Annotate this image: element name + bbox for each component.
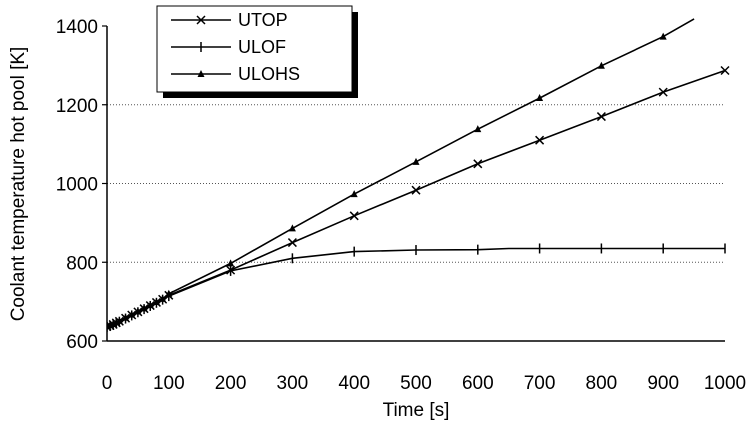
y-tick-labels: 600 800 1000 1200 1400: [56, 17, 98, 353]
data-point: [659, 32, 667, 40]
legend: UTOP ULOF ULOHS: [156, 5, 358, 98]
data-point: [159, 294, 167, 302]
legend-item: ULOHS: [171, 64, 300, 84]
data-point: [288, 224, 296, 232]
data-point: [227, 259, 235, 267]
data-point: [165, 289, 173, 297]
data-point: [473, 159, 483, 169]
data-point: [350, 190, 358, 198]
data-point: [146, 301, 154, 309]
data-point: [720, 65, 730, 76]
data-point: [411, 185, 421, 195]
x-axis-label: Time [s]: [383, 400, 450, 421]
legend-marker: [196, 15, 206, 25]
data-point: [535, 135, 545, 145]
legend-label: ULOF: [238, 37, 286, 57]
data-point: [115, 316, 123, 324]
legend-item: ULOF: [171, 37, 286, 57]
y-axis-label: Coolant temperature hot pool [K]: [8, 47, 29, 322]
x-tick-label: 800: [586, 373, 618, 394]
y-tick-label: 1200: [56, 96, 98, 117]
data-point: [658, 87, 668, 97]
x-tick-label: 1000: [704, 373, 746, 394]
data-point: [122, 313, 130, 321]
data-point: [152, 298, 160, 306]
x-tick-label: 300: [277, 373, 309, 394]
x-tick-label: 500: [400, 373, 432, 394]
y-tick-label: 800: [66, 253, 98, 274]
data-point: [474, 125, 482, 133]
data-point: [140, 304, 148, 312]
x-tick-label: 400: [338, 373, 370, 394]
x-tick-label: 600: [462, 373, 494, 394]
x-tick-label: 0: [102, 373, 113, 394]
y-tick-label: 1400: [56, 17, 98, 38]
legend-label: ULOHS: [238, 64, 300, 84]
grid-lines: [107, 104, 725, 263]
data-point: [412, 157, 420, 165]
legend-label: UTOP: [238, 10, 288, 30]
x-tick-label: 700: [524, 373, 556, 394]
data-point: [287, 238, 297, 248]
x-tick-labels: 0 100 200 300 400 500 600 700 800 900 1000: [102, 373, 746, 394]
x-tick-label: 100: [153, 373, 185, 394]
data-point: [349, 211, 359, 221]
data-point: [596, 112, 606, 122]
data-point: [597, 61, 605, 69]
y-tick-label: 600: [66, 332, 98, 353]
series-ulohs: [107, 18, 695, 330]
axes: [102, 25, 725, 342]
legend-marker: [197, 70, 205, 77]
data-point: [128, 310, 136, 318]
data-point: [536, 94, 544, 102]
legend-item: UTOP: [171, 10, 288, 30]
series-group: [107, 18, 730, 332]
x-tick-label: 200: [215, 373, 247, 394]
y-tick-label: 1000: [56, 175, 98, 196]
data-point: [134, 307, 142, 315]
x-tick-label: 900: [647, 373, 679, 394]
